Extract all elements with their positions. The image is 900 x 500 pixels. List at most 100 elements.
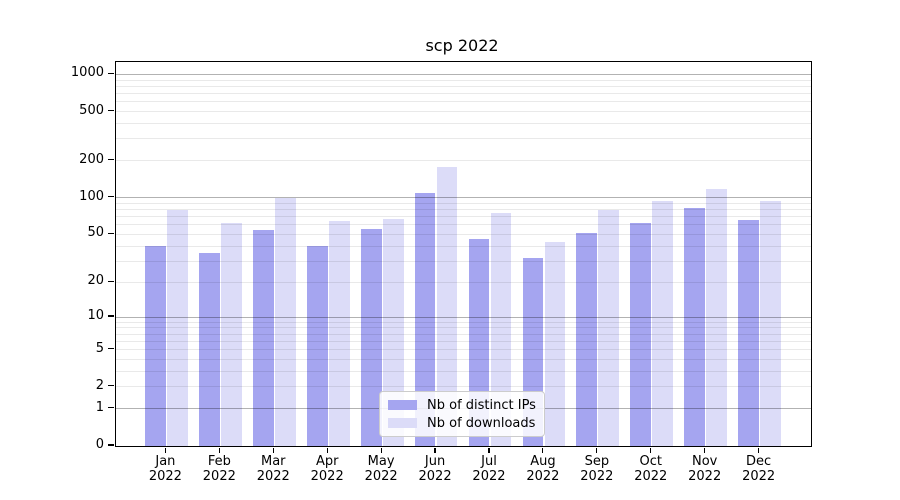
- bar-downloads-oct: [652, 200, 674, 446]
- y-label-10: 10: [87, 308, 104, 323]
- gridline-30: [115, 260, 811, 262]
- bar-downloads-nov: [706, 188, 728, 446]
- bar-downloads-feb: [220, 223, 242, 446]
- bar-distinct-ips-jan: [145, 246, 166, 446]
- x-label-mar: Mar 2022: [256, 454, 290, 484]
- gridline-4: [115, 358, 811, 360]
- legend-item-downloads: Nb of downloads: [386, 416, 538, 431]
- x-label-may: May 2022: [364, 454, 398, 484]
- plot-area: [114, 61, 812, 447]
- x-tick-dec: [758, 448, 760, 453]
- gridline-5: [115, 349, 811, 351]
- legend-item-distinct-ips: Nb of distinct IPs: [386, 398, 538, 413]
- gridline-500: [115, 111, 811, 113]
- bar-downloads-may: [382, 219, 404, 446]
- y-label-200: 200: [79, 151, 104, 167]
- gridline-70: [115, 216, 811, 218]
- gridline-10: [115, 316, 811, 318]
- x-label-feb: Feb 2022: [202, 454, 236, 484]
- y-label-50: 50: [87, 225, 104, 241]
- gridline-60: [115, 224, 811, 226]
- x-tick-may: [380, 448, 382, 453]
- legend-label-distinct-ips: Nb of distinct IPs: [427, 397, 536, 413]
- x-tick-jun: [434, 448, 436, 453]
- legend: Nb of distinct IPs Nb of downloads: [379, 391, 545, 437]
- legend-label-downloads: Nb of downloads: [427, 415, 536, 431]
- gridline-1000: [115, 73, 811, 75]
- bar-downloads-dec: [760, 200, 782, 446]
- bar-downloads-jun: [436, 166, 458, 446]
- x-tick-oct: [650, 448, 652, 453]
- legend-swatch-distinct-ips: [388, 400, 417, 410]
- y-tick-100: [108, 196, 114, 198]
- x-label-sep: Sep 2022: [580, 454, 614, 484]
- x-tick-jul: [488, 448, 490, 453]
- gridline-50: [115, 233, 811, 235]
- gridline-6: [115, 340, 811, 342]
- gridline-3: [115, 370, 811, 372]
- x-tick-nov: [704, 448, 706, 453]
- bar-distinct-ips-apr: [306, 246, 328, 446]
- bar-downloads-sep: [598, 210, 620, 446]
- bar-distinct-ips-mar: [252, 230, 274, 446]
- bar-downloads-jul: [490, 213, 512, 446]
- y-tick-1: [108, 407, 114, 409]
- y-tick-0: [108, 444, 114, 446]
- x-tick-jan: [164, 448, 166, 453]
- y-label-500: 500: [79, 102, 104, 118]
- y-label-0: 0: [95, 437, 104, 452]
- gridline-8: [115, 327, 811, 329]
- y-tick-200: [108, 159, 114, 161]
- x-label-jul: Jul 2022: [472, 454, 506, 484]
- y-label-100: 100: [79, 188, 104, 204]
- y-tick-5: [108, 348, 114, 350]
- x-label-aug: Aug 2022: [526, 454, 560, 484]
- gridline-800: [115, 85, 811, 87]
- gridline-40: [115, 245, 811, 247]
- gridline-80: [115, 209, 811, 211]
- y-tick-500: [108, 109, 114, 112]
- gridline-2: [115, 386, 811, 388]
- gridline-90: [115, 202, 811, 204]
- bar-distinct-ips-dec: [738, 219, 760, 446]
- gridline-100: [115, 197, 811, 199]
- x-label-apr: Apr 2022: [310, 454, 344, 484]
- x-label-jan: Jan 2022: [148, 454, 182, 484]
- y-tick-10: [108, 315, 114, 317]
- y-label-20: 20: [87, 273, 104, 289]
- gridline-9: [115, 321, 811, 323]
- x-label-jun: Jun 2022: [418, 454, 452, 484]
- gridline-200: [115, 160, 811, 162]
- x-tick-apr: [326, 448, 328, 453]
- y-tick-50: [108, 232, 114, 235]
- bar-downloads-mar: [274, 197, 296, 446]
- gridline-700: [115, 93, 811, 95]
- y-tick-2: [108, 385, 114, 387]
- gridline-400: [115, 123, 811, 125]
- y-label-1000: 1000: [70, 65, 104, 81]
- chart-title: scp 2022: [425, 36, 499, 55]
- x-tick-sep: [596, 448, 598, 453]
- bar-distinct-ips-feb: [198, 253, 220, 446]
- y-label-5: 5: [95, 340, 104, 356]
- gridline-7: [115, 333, 811, 335]
- gridline-20: [115, 281, 811, 283]
- y-tick-1000: [108, 72, 114, 74]
- bar-distinct-ips-may: [360, 228, 382, 446]
- x-label-dec: Dec 2022: [742, 454, 776, 484]
- bar-downloads-aug: [544, 242, 566, 446]
- bar-distinct-ips-sep: [576, 233, 598, 446]
- y-tick-20: [108, 280, 114, 282]
- gridline-300: [115, 138, 811, 140]
- bar-downloads-apr: [328, 220, 350, 446]
- legend-swatch-downloads: [388, 418, 417, 428]
- x-tick-aug: [542, 448, 544, 453]
- gridline-900: [115, 79, 811, 81]
- gridline-600: [115, 101, 811, 103]
- x-label-oct: Oct 2022: [634, 454, 668, 484]
- y-label-2: 2: [95, 377, 104, 393]
- y-label-1: 1: [95, 399, 104, 415]
- bar-distinct-ips-oct: [630, 223, 652, 446]
- bar-downloads-jan: [167, 209, 188, 446]
